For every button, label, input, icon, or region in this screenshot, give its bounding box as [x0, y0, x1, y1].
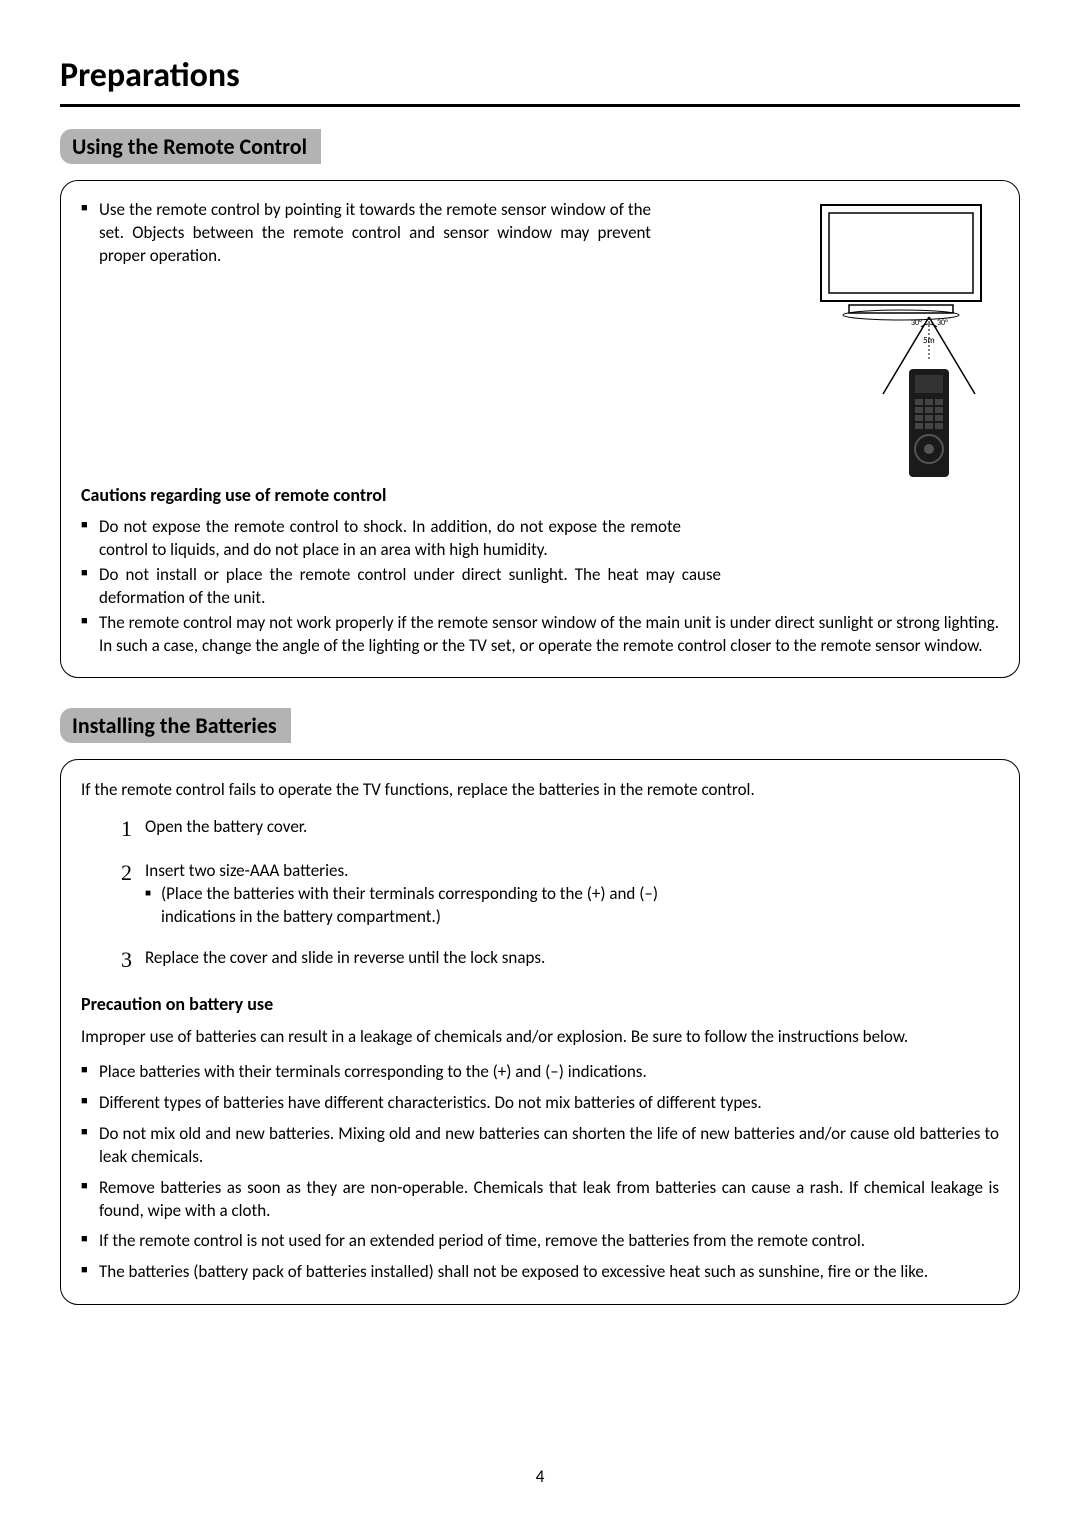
caution-item: Do not install or place the remote contr…: [81, 564, 721, 610]
step-text: Open the battery cover.: [145, 816, 705, 842]
step-number: 1: [121, 816, 145, 842]
step-number: 3: [121, 947, 145, 973]
page-number: 4: [0, 1466, 1080, 1487]
precaution-item: The batteries (battery pack of batteries…: [81, 1261, 999, 1284]
step-text: Replace the cover and slide in reverse u…: [145, 947, 705, 973]
batteries-intro: If the remote control fails to operate t…: [81, 778, 999, 802]
angle-left-label: 30°: [911, 318, 922, 328]
step-text: Insert two size-AAA batteries.: [145, 860, 705, 883]
step-3: 3 Replace the cover and slide in reverse…: [121, 947, 999, 973]
cautions-heading: Cautions regarding use of remote control: [81, 484, 999, 506]
batteries-box: If the remote control fails to operate t…: [60, 759, 1020, 1305]
angle-right-label: 30°: [937, 318, 948, 328]
precaution-item: Do not mix old and new batteries. Mixing…: [81, 1123, 999, 1169]
remote-control-box: Use the remote control by pointing it to…: [60, 180, 1020, 678]
precaution-item: Place batteries with their terminals cor…: [81, 1061, 999, 1084]
step-note: (Place the batteries with their terminal…: [145, 883, 705, 929]
range-label: 5m: [923, 335, 935, 346]
caution-item: Do not expose the remote control to shoc…: [81, 516, 681, 562]
section-remote-label: Using the Remote Control: [60, 129, 321, 164]
step-1: 1 Open the battery cover.: [121, 816, 999, 842]
step-2: 2 Insert two size-AAA batteries. (Place …: [121, 860, 999, 929]
step-number: 2: [121, 860, 145, 929]
page-title: Preparations: [60, 55, 1020, 96]
precaution-item: Remove batteries as soon as they are non…: [81, 1177, 999, 1223]
precaution-intro: Improper use of batteries can result in …: [81, 1025, 999, 1049]
caution-item: The remote control may not work properly…: [81, 612, 999, 658]
precaution-item: Different types of batteries have differ…: [81, 1092, 999, 1115]
precaution-item: If the remote control is not used for an…: [81, 1230, 999, 1253]
title-divider: [60, 104, 1020, 107]
precaution-heading: Precaution on battery use: [81, 993, 999, 1015]
section-batteries-label: Installing the Batteries: [60, 708, 291, 743]
remote-diagram: 30° 30° 5m: [801, 199, 1001, 479]
remote-intro-text: Use the remote control by pointing it to…: [81, 199, 651, 268]
